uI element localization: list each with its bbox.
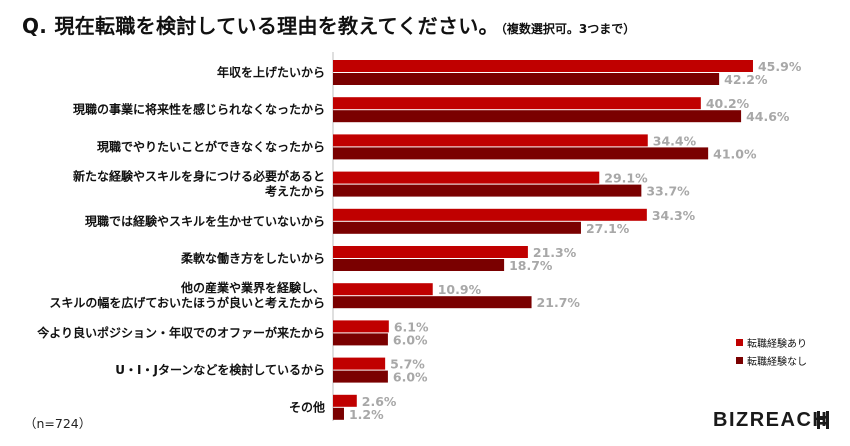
value-label-without: 41.0% [713,146,757,161]
bizreach-logo: BIZREACH [713,409,829,431]
logo-mark-icon [817,411,829,429]
category-label-line: 考えたから [265,184,325,199]
value-label-without: 6.0% [393,332,428,347]
value-label-without: 18.7% [509,258,553,273]
logo-text: BIZREACH [713,409,829,431]
category-label-line: その他 [289,399,325,414]
bar-without-experience [333,296,532,309]
value-label-without: 1.2% [349,407,384,422]
value-label-with: 40.2% [706,96,750,111]
legend-swatch-without [736,356,743,364]
legend-item-with-experience: 転職経験あり [736,333,807,351]
category-label: 現職でやりたいことができなくなったから [97,139,325,154]
value-label-with: 21.3% [533,245,577,260]
value-label-with: 45.9% [758,59,802,74]
value-label-without: 27.1% [586,221,630,236]
category-label-line: 柔軟な働き方をしたいから [180,251,325,266]
category-label-line: 年収を上げたいから [217,65,325,80]
chart-title-sub: （複数選択可。3つまで） [500,22,636,36]
legend-label-without: 転職経験なし [747,356,807,368]
value-label-without: 21.7% [537,295,581,310]
legend-label-with: 転職経験あり [747,338,807,350]
bar-without-experience [333,221,581,234]
bar-with-experience [333,134,648,147]
legend-item-without-experience: 転職経験なし [736,351,807,369]
bar-without-experience [333,259,505,271]
value-label-with: 34.4% [653,133,697,148]
bar-without-experience [333,407,344,420]
category-label-line: 現職の事業に将来性を感じられなくなったから [73,102,325,117]
bar-without-experience [333,333,388,346]
value-label-without: 44.6% [746,109,790,124]
legend-swatch-with [736,338,743,346]
category-label: U・I・Jターンなどを検討しているから [115,362,325,377]
bar-with-experience [333,171,600,184]
value-label-without: 42.2% [724,72,768,87]
category-label: 他の産業や業界を経験し、スキルの幅を広げておいたほうが良いと考えたから [49,280,325,310]
chart-title: Q. 現在転職を検討している理由を教えてください。 （複数選択可。3つまで） [22,10,635,39]
value-label-with: 6.1% [394,319,429,334]
value-label-with: 29.1% [604,171,648,186]
bar-with-experience [333,208,647,221]
sample-size-note: （n=724） [24,416,92,431]
bar-without-experience [333,73,720,85]
category-label-line: スキルの幅を広げておいたほうが良いと考えたから [49,295,325,310]
bar-without-experience [333,184,642,197]
bar-without-experience [333,147,709,160]
bar-with-experience [333,97,701,110]
value-label-with: 34.3% [652,208,696,223]
category-label-line: 今より良いポジション・年収でのオファーが来たから [36,325,325,340]
bar-with-experience [333,320,389,333]
value-label-with: 2.6% [362,394,397,409]
chart-legend: 転職経験あり 転職経験なし [736,333,807,369]
category-label-line: 他の産業や業界を経験し、 [180,280,325,295]
bar-without-experience [333,370,388,383]
category-label: 新たな経験やスキルを身につける必要があると考えたから [73,169,325,199]
value-label-with: 10.9% [438,282,482,297]
category-label: 現職の事業に将来性を感じられなくなったから [73,102,325,117]
category-label: 柔軟な働き方をしたいから [180,251,325,266]
value-label-without: 33.7% [646,184,690,199]
bar-without-experience [333,110,742,123]
chart-title-main: Q. 現在転職を検討している理由を教えてください。 [22,14,499,38]
category-label-line: 現職でやりたいことができなくなったから [97,139,325,154]
bar-with-experience [333,283,433,296]
value-label-with: 5.7% [390,357,425,372]
value-label-without: 6.0% [393,370,428,385]
category-label: 今より良いポジション・年収でのオファーが来たから [36,325,325,340]
category-label-line: 現職では経験やスキルを生かせていないから [85,213,325,228]
category-label-line: U・I・Jターンなどを検討しているから [115,362,325,377]
category-label: 年収を上げたいから [217,65,325,80]
bar-with-experience [333,60,753,72]
bar-with-experience [333,246,528,258]
bar-with-experience [333,357,386,370]
bar-with-experience [333,394,357,407]
category-label: その他 [289,399,325,414]
category-label-line: 新たな経験やスキルを身につける必要があると [73,169,325,184]
category-label: 現職では経験やスキルを生かせていないから [85,213,325,228]
